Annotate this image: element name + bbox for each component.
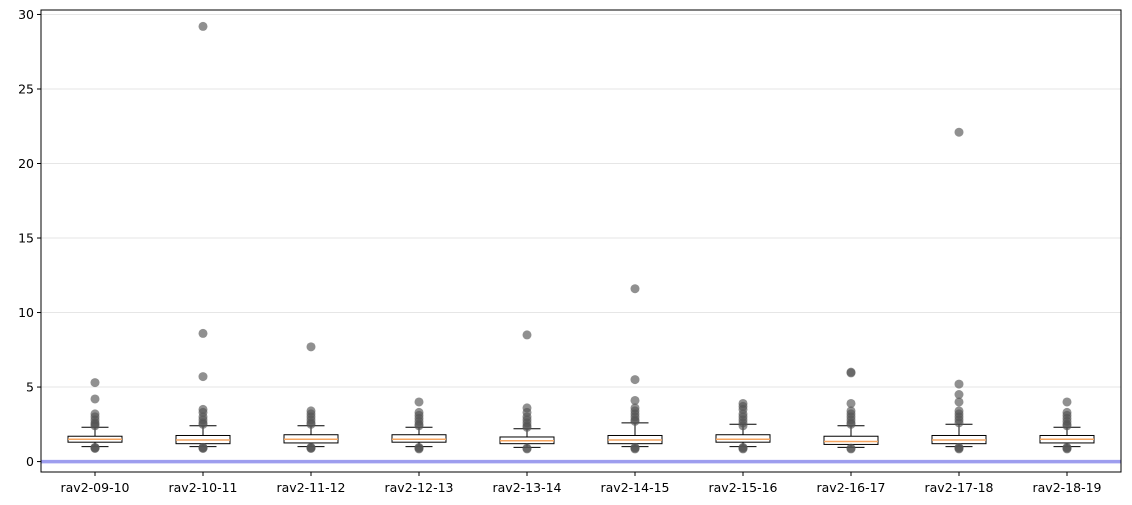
- outlier-point: [846, 443, 856, 453]
- outlier-point: [954, 390, 964, 400]
- y-tick-label: 15: [18, 231, 34, 246]
- outlier-point: [630, 442, 640, 452]
- outlier-point: [954, 406, 964, 416]
- box-group-rav2-15-16: [715, 398, 771, 454]
- x-tick-label: rav2-15-16: [709, 480, 778, 495]
- outlier-point: [1062, 397, 1072, 407]
- box-group-rav2-18-19: [1039, 397, 1095, 454]
- x-tick-label: rav2-11-12: [277, 480, 346, 495]
- outlier-point: [954, 397, 964, 407]
- outlier-point: [846, 367, 856, 377]
- outlier-point: [738, 442, 748, 452]
- outlier-point: [414, 442, 424, 452]
- x-tick-label: rav2-16-17: [817, 480, 886, 495]
- outlier-point: [522, 403, 532, 413]
- outlier-point: [522, 330, 532, 340]
- outlier-point: [90, 394, 100, 404]
- x-tick-label: rav2-18-19: [1033, 480, 1102, 495]
- outlier-point: [414, 397, 424, 407]
- y-tick-label: 5: [26, 380, 34, 395]
- outlier-point: [306, 342, 316, 352]
- outlier-point: [90, 409, 100, 419]
- outlier-point: [1062, 407, 1072, 417]
- outlier-point: [198, 21, 208, 31]
- outlier-point: [630, 395, 640, 405]
- box-group-rav2-14-15: [607, 284, 663, 454]
- outlier-point: [630, 284, 640, 294]
- box-group-rav2-10-11: [175, 21, 231, 453]
- x-tick-label: rav2-17-18: [925, 480, 994, 495]
- outlier-point: [954, 379, 964, 389]
- outlier-point: [306, 442, 316, 452]
- y-tick-label: 25: [18, 81, 34, 96]
- x-tick-label: rav2-09-10: [61, 480, 130, 495]
- x-tick-label: rav2-13-14: [493, 480, 562, 495]
- outlier-point: [198, 404, 208, 414]
- box-group-rav2-13-14: [499, 330, 555, 454]
- outlier-point: [90, 442, 100, 452]
- outlier-point: [90, 378, 100, 388]
- outlier-point: [630, 375, 640, 385]
- box-group-rav2-16-17: [823, 367, 879, 454]
- outlier-point: [1062, 442, 1072, 452]
- y-tick-label: 0: [26, 454, 34, 469]
- box-group-rav2-09-10: [67, 378, 123, 453]
- outlier-point: [198, 372, 208, 382]
- y-tick-label: 10: [18, 305, 34, 320]
- outlier-point: [738, 398, 748, 408]
- box: [823, 435, 879, 445]
- x-tick-label: rav2-12-13: [385, 480, 454, 495]
- y-tick-label: 30: [18, 7, 34, 22]
- outlier-point: [630, 403, 640, 413]
- outlier-point: [306, 406, 316, 416]
- x-tick-label: rav2-14-15: [601, 480, 670, 495]
- outlier-point: [954, 442, 964, 452]
- axes-frame: [40, 9, 1122, 473]
- box-group-rav2-11-12: [283, 342, 339, 453]
- boxes-layer: [67, 21, 1095, 454]
- x-tick-label: rav2-10-11: [169, 480, 238, 495]
- outlier-point: [954, 127, 964, 137]
- outlier-point: [198, 442, 208, 452]
- box-group-rav2-12-13: [391, 397, 447, 454]
- outlier-point: [198, 328, 208, 338]
- box-group-rav2-17-18: [931, 127, 987, 454]
- outlier-point: [414, 407, 424, 417]
- grid-layer: [41, 13, 1121, 463]
- y-tick-label: 20: [18, 156, 34, 171]
- outlier-point: [522, 443, 532, 453]
- axes-layer: 0 5 10 15 20 25 30 rav2-09-10 rav2-10-11 rav2-11-…: [18, 7, 1122, 495]
- outlier-point: [846, 398, 856, 408]
- outlier-point: [846, 406, 856, 416]
